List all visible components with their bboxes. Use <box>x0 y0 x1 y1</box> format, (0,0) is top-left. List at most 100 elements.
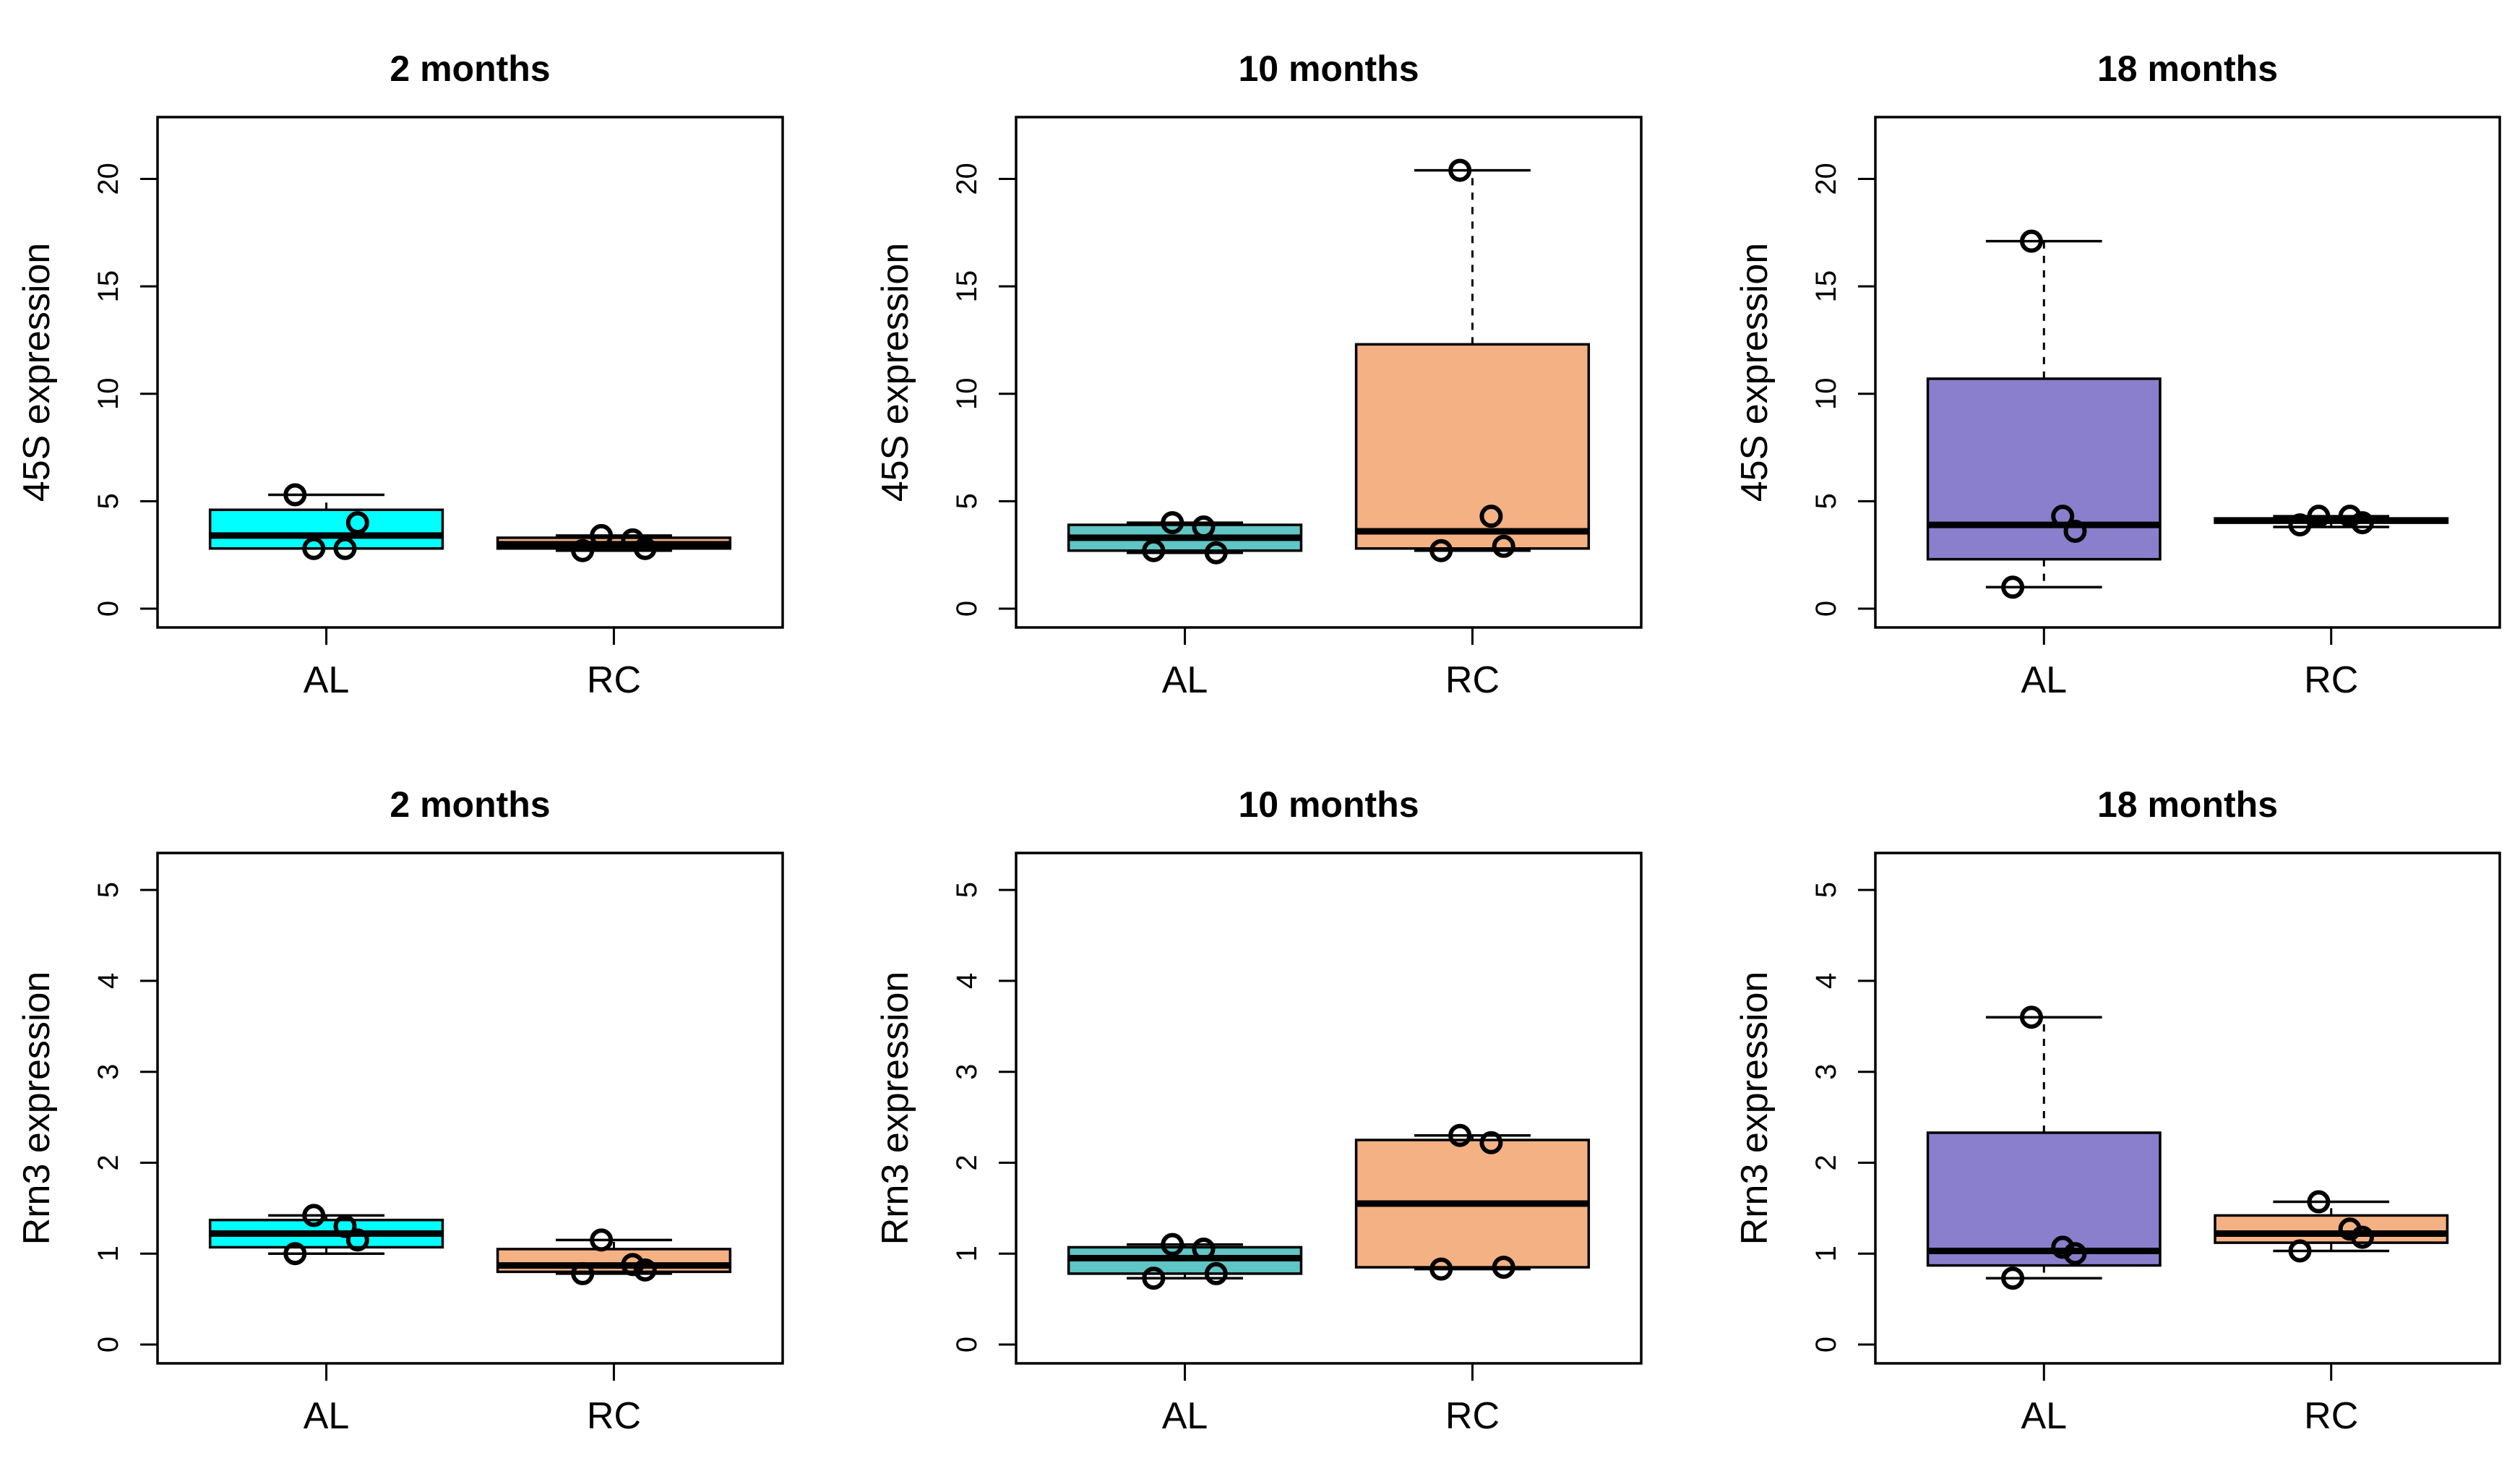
y-tick-label: 5 <box>951 882 983 898</box>
y-axis-label: Rrn3 expression <box>16 972 58 1246</box>
plot-frame <box>156 852 784 1365</box>
y-tick-label: 1 <box>93 1246 124 1261</box>
y-tick-label: 5 <box>1810 882 1842 898</box>
box-rect <box>1926 1131 2162 1267</box>
data-point <box>345 511 369 535</box>
y-tick-label: 0 <box>1810 1337 1842 1352</box>
data-point <box>621 1253 645 1277</box>
y-tick-label: 0 <box>93 1337 124 1352</box>
box-rc <box>496 523 732 562</box>
y-axis-label: Rrn3 expression <box>874 972 916 1246</box>
y-tick-label: 3 <box>951 1064 983 1080</box>
panel-title: 18 months <box>2097 784 2278 825</box>
data-point <box>2020 229 2043 253</box>
data-point <box>2350 511 2374 535</box>
data-point <box>571 539 595 562</box>
panel-title: 10 months <box>1238 784 1419 825</box>
y-axis-label: 45S expression <box>16 243 58 502</box>
box-al <box>1926 229 2162 599</box>
data-point <box>633 1258 657 1282</box>
data-point <box>590 1228 614 1252</box>
x-tick-label: AL <box>304 659 350 701</box>
data-point <box>2001 575 2025 599</box>
data-point <box>2063 519 2087 543</box>
box-al <box>208 483 444 560</box>
x-tick-label: AL <box>1162 659 1208 701</box>
data-point <box>571 1261 595 1285</box>
data-point <box>2350 1225 2374 1249</box>
y-tick-label: 0 <box>951 1337 983 1352</box>
plot-frame <box>1015 852 1643 1365</box>
y-tick-label: 10 <box>1810 377 1842 410</box>
box-rc <box>496 1228 732 1285</box>
y-tick-label: 10 <box>93 377 124 410</box>
data-point <box>1204 1261 1228 1285</box>
box-rc <box>1354 158 1591 562</box>
y-tick-label: 15 <box>1810 270 1842 303</box>
plot-frame <box>1015 116 1643 629</box>
y-tick-label: 1 <box>951 1246 983 1261</box>
box-rc <box>2214 505 2449 537</box>
plot-frame <box>1874 852 2501 1365</box>
panel-title: 10 months <box>1238 48 1419 89</box>
data-point <box>590 523 614 547</box>
data-point <box>1161 511 1184 535</box>
data-point <box>2307 505 2331 528</box>
x-tick-label: AL <box>1162 1395 1208 1437</box>
y-tick-label: 1 <box>1810 1246 1842 1261</box>
box-rect <box>1354 343 1591 550</box>
y-tick-label: 0 <box>951 601 983 617</box>
y-tick-label: 5 <box>1810 493 1842 509</box>
y-tick-label: 15 <box>951 270 983 303</box>
y-tick-label: 5 <box>93 882 124 898</box>
y-tick-label: 10 <box>951 377 983 410</box>
data-point <box>1448 158 1472 182</box>
panel-title: 2 months <box>390 784 550 825</box>
box-rect <box>2214 1214 2449 1244</box>
x-tick-label: RC <box>587 659 641 701</box>
data-point <box>2307 1190 2331 1214</box>
y-tick-label: 4 <box>1810 973 1842 989</box>
data-point <box>1142 539 1166 562</box>
plot-frame <box>156 116 784 629</box>
data-point <box>283 483 307 507</box>
box-rect <box>208 508 444 550</box>
data-point <box>2020 1006 2043 1029</box>
y-tick-label: 2 <box>1810 1154 1842 1170</box>
y-tick-label: 5 <box>93 493 124 509</box>
y-tick-label: 2 <box>93 1154 124 1170</box>
y-tick-label: 20 <box>93 163 124 194</box>
panel-4: 2 months Rrn3 expression 0 1 2 3 4 5 AL RC <box>16 784 784 1437</box>
data-point <box>1192 1237 1216 1261</box>
data-point <box>1479 1131 1503 1154</box>
data-point <box>1429 539 1453 562</box>
data-point <box>1448 1123 1472 1147</box>
y-axis-label: Rrn3 expression <box>1734 972 1776 1246</box>
data-point <box>1429 1257 1453 1281</box>
panel-6: 18 months Rrn3 expression 0 1 2 3 4 5 AL RC <box>1734 784 2501 1437</box>
plot-frame <box>1874 116 2501 629</box>
box-rc <box>2214 1190 2449 1263</box>
x-tick-label: RC <box>587 1395 641 1437</box>
data-point <box>2338 505 2362 528</box>
y-axis-label: 45S expression <box>874 243 916 502</box>
data-point <box>333 1214 357 1238</box>
y-tick-label: 20 <box>951 163 983 194</box>
data-point <box>1142 1266 1166 1290</box>
panel-title: 2 months <box>390 48 550 89</box>
data-point <box>633 536 657 560</box>
data-point <box>2288 513 2312 537</box>
box-al <box>1067 1232 1303 1290</box>
data-point <box>302 1204 326 1227</box>
x-tick-label: RC <box>2304 659 2358 701</box>
x-tick-label: AL <box>2021 659 2067 701</box>
panel-2: 10 months 45S expression 0 5 10 15 20 AL RC <box>874 48 1643 701</box>
box-al <box>1926 1006 2162 1290</box>
x-tick-label: RC <box>1445 1395 1500 1437</box>
panel-5: 10 months Rrn3 expression 0 1 2 3 4 5 AL RC <box>874 784 1643 1437</box>
data-point <box>1479 505 1503 528</box>
data-point <box>2001 1266 2025 1290</box>
x-tick-label: RC <box>1445 659 1500 701</box>
y-tick-label: 0 <box>93 601 124 617</box>
